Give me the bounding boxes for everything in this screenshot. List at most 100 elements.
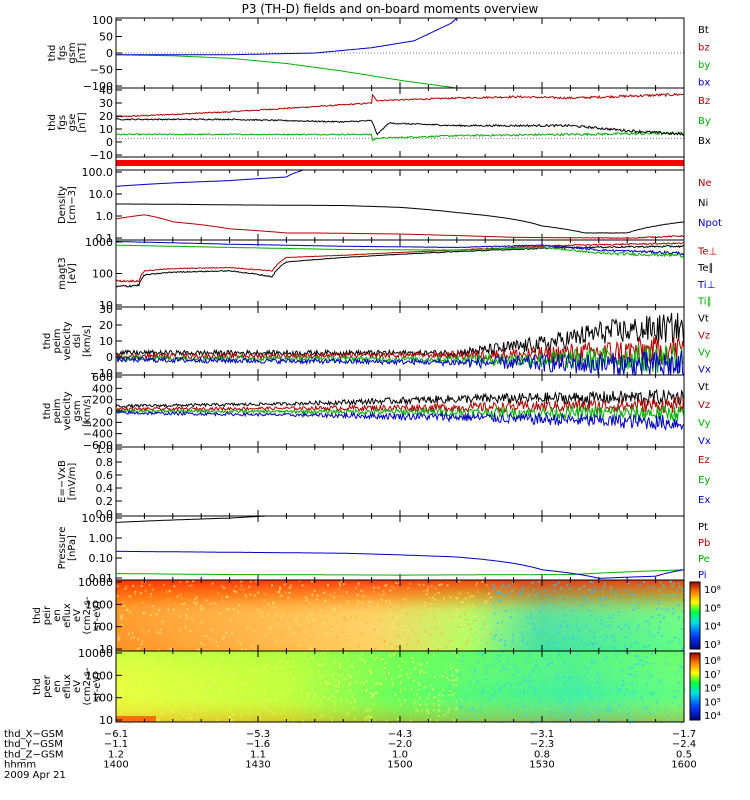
spectrogram-pixel [342,684,345,687]
y-tick-label: 100 [92,692,113,705]
spectrogram-pixel [474,713,477,716]
spectrogram-pixel [564,653,567,656]
spectrogram-pixel [457,714,460,717]
spectrogram-pixel [196,649,199,652]
y-axis-label: peim [52,328,63,353]
spectrogram-pixel [240,584,243,587]
spectrogram-pixel [338,582,341,584]
spectrogram-pixel [414,627,417,630]
spectrogram-pixel [244,594,247,596]
spectrogram-pixel [570,704,573,707]
spectrogram-pixel [678,641,681,644]
spectrogram-pixel [459,673,462,676]
spectrogram-pixel [254,673,257,676]
series-by [116,54,457,89]
spectrogram-pixel [336,625,339,628]
spectrogram-pixel [615,593,618,596]
spectrogram-pixel [492,664,495,667]
spectrogram-pixel [347,713,349,716]
spectrogram-pixel [373,658,376,661]
spectrogram-pixel [433,627,436,630]
spectrogram-pixel [150,593,153,595]
spectrogram-pixel [504,640,507,643]
spectrogram-pixel [566,671,569,674]
spectrogram-pixel [399,639,402,642]
spectrogram-pixel [558,651,561,654]
spectrogram-pixel [583,585,586,588]
spectrogram-pixel [469,642,472,645]
spectrogram-pixel [503,717,506,719]
spectrogram-pixel [629,719,632,722]
spectrogram-pixel [169,604,172,607]
spectrogram-pixel [308,646,311,649]
spectrogram-pixel [655,608,658,610]
spectrogram-pixel [160,712,163,715]
spectrogram-pixel [588,686,591,689]
spectrogram-pixel [171,719,174,722]
spectrogram-pixel [613,701,616,703]
spectrogram-pixel [417,639,420,642]
spectrogram-pixel [232,714,235,716]
spectrogram-pixel [389,610,392,613]
spectrogram-pixel [207,623,210,626]
spectrogram-pixel [441,675,444,678]
spectrogram-pixel [338,682,341,685]
spectrogram-pixel [457,593,460,596]
spectrogram-pixel [164,619,167,622]
spectrogram-pixel [144,709,147,712]
spectrogram-pixel [342,583,345,586]
spectrogram-pixel [480,617,483,620]
y-axis-label: E=−VxB [57,460,68,503]
spectrogram-pixel [133,694,135,697]
spectrogram-pixel [568,700,571,703]
spectrogram-pixel [450,643,453,646]
spectrogram-pixel [176,667,179,670]
spectrogram-pixel [257,697,260,700]
panel-2 [115,156,685,171]
spectrogram-pixel [546,621,549,624]
spectrogram-pixel [425,661,428,664]
spectrogram-pixel [341,594,344,597]
spectrogram-pixel [524,643,527,646]
spectrogram-pixel [184,626,187,628]
spectrogram-pixel [233,590,235,593]
spectrogram-pixel [166,679,169,682]
spectrogram-pixel [303,702,306,705]
spectrogram-pixel [230,663,233,666]
spectrogram-pixel [412,661,415,663]
spectrogram-pixel [378,630,381,633]
spectrogram-pixel [219,612,222,615]
spectrogram-pixel [671,584,674,587]
spectrogram-pixel [607,707,609,710]
spectrogram-pixel [603,719,606,722]
spectrogram-pixel [679,665,682,668]
spectrogram-pixel [606,709,609,712]
y-tick-label: 0 [106,47,113,60]
spectrogram-pixel [645,656,648,659]
spectrogram-pixel [203,652,206,655]
spectrogram-pixel [351,629,354,632]
spectrogram-pixel [366,607,369,610]
spectrogram-pixel [311,593,314,596]
spectrogram-pixel [154,689,157,692]
spectrogram-pixel [551,596,554,599]
spectrogram-pixel [195,601,198,604]
spectrogram-pixel [397,622,400,625]
spectrogram-pixel [436,645,439,647]
spectrogram-pixel [181,603,184,605]
spectrogram-pixel [676,603,679,605]
spectrogram-pixel [460,659,463,662]
spectrogram-pixel [596,673,599,676]
spectrogram-pixel [481,691,484,694]
spectrogram-pixel [476,628,479,631]
spectrogram-pixel [168,679,171,682]
spectrogram-pixel [251,645,254,647]
spectrogram-pixel [560,711,563,714]
series-Te∥ [115,244,684,288]
spectrogram-pixel [510,608,513,611]
spectrogram-pixel [213,637,215,640]
spectrogram-pixel [648,624,651,627]
spectrogram-pixel [417,663,420,665]
spectrogram-pixel [358,670,361,673]
